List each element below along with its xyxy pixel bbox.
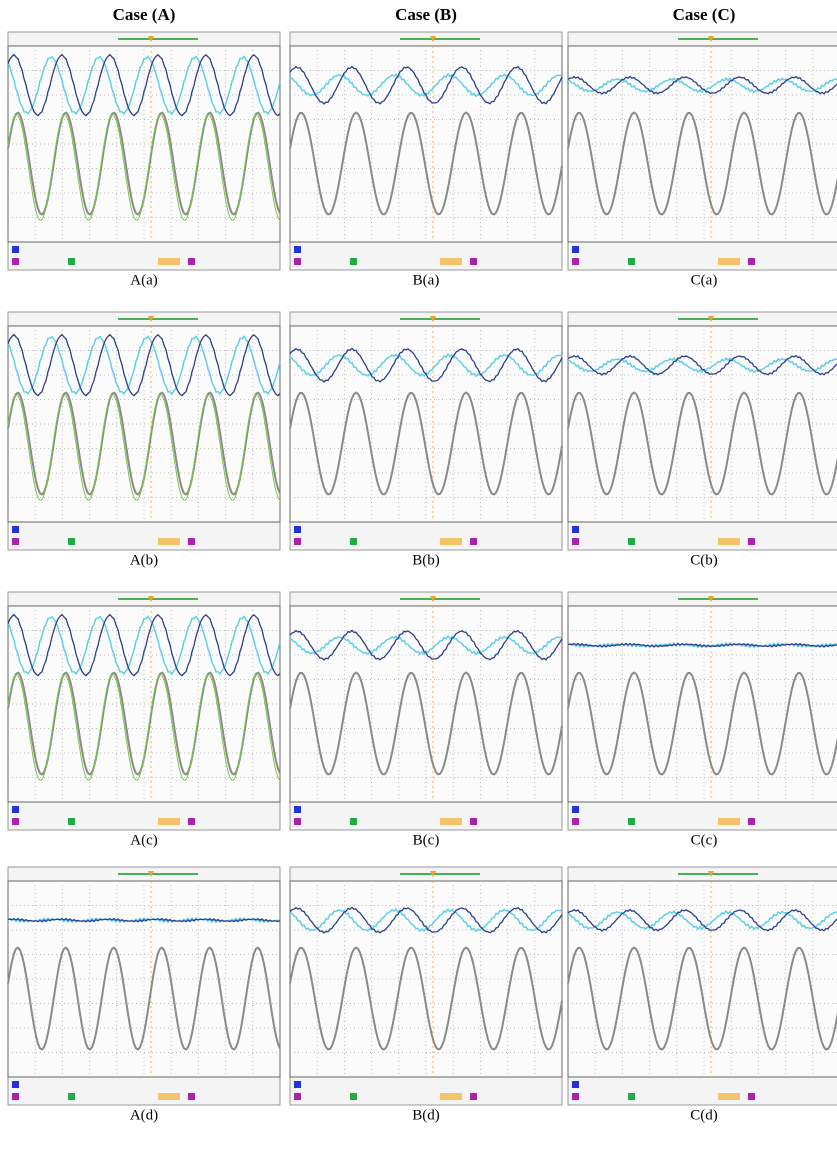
- channel-badge: [12, 246, 19, 253]
- channel-badge: [572, 538, 579, 545]
- panel-caption: C(b): [690, 552, 718, 568]
- figure: Case (A) Case (B) Case (C) A(a) B(a) C(a) A(b)…: [0, 0, 837, 1151]
- channel-badge: [628, 1093, 635, 1100]
- channel-badge: [350, 818, 357, 825]
- status-chip: [718, 258, 740, 265]
- channel-badge: [12, 538, 19, 545]
- channel-badge: [470, 258, 477, 265]
- scope-panel: C(d): [568, 867, 837, 1123]
- channel-badge: [294, 526, 301, 533]
- channel-badge: [188, 258, 195, 265]
- channel-badge: [572, 818, 579, 825]
- channel-badge: [572, 1093, 579, 1100]
- status-chip: [440, 538, 462, 545]
- status-chip: [158, 258, 180, 265]
- scope-panel: C(a): [568, 32, 837, 288]
- channel-badge: [12, 818, 19, 825]
- panel-caption: B(c): [413, 832, 440, 848]
- panel-caption: A(d): [130, 1107, 158, 1123]
- channel-badge: [188, 818, 195, 825]
- channel-badge: [350, 1093, 357, 1100]
- channel-badge: [470, 1093, 477, 1100]
- channel-badge: [188, 538, 195, 545]
- channel-badge: [628, 258, 635, 265]
- channel-badge: [470, 538, 477, 545]
- channel-badge: [68, 818, 75, 825]
- panel-caption: C(d): [690, 1107, 718, 1123]
- status-chip: [718, 1093, 740, 1100]
- status-chip: [440, 818, 462, 825]
- column-title: Case (B): [395, 5, 457, 24]
- channel-badge: [350, 258, 357, 265]
- channel-badge: [572, 258, 579, 265]
- channel-badge: [12, 258, 19, 265]
- channel-badge: [294, 1093, 301, 1100]
- panel-caption: B(b): [412, 552, 440, 568]
- channel-badge: [294, 1081, 301, 1088]
- panel-caption: B(a): [413, 272, 440, 288]
- channel-badge: [68, 258, 75, 265]
- channel-badge: [12, 806, 19, 813]
- status-chip: [440, 258, 462, 265]
- channel-badge: [470, 818, 477, 825]
- scope-panel: C(b): [568, 312, 837, 568]
- channel-badge: [350, 538, 357, 545]
- scope-panel: A(c): [8, 592, 280, 848]
- channel-badge: [628, 538, 635, 545]
- column-title: Case (A): [113, 5, 176, 24]
- channel-badge: [748, 538, 755, 545]
- page: Case (A) Case (B) Case (C) A(a) B(a) C(a) A(b)…: [0, 0, 837, 1151]
- channel-badge: [12, 1081, 19, 1088]
- panel-caption: A(b): [130, 552, 158, 568]
- channel-badge: [12, 1093, 19, 1100]
- channel-badge: [572, 246, 579, 253]
- channel-badge: [294, 818, 301, 825]
- channel-badge: [294, 806, 301, 813]
- status-chip: [158, 538, 180, 545]
- channel-badge: [12, 526, 19, 533]
- channel-badge: [294, 538, 301, 545]
- status-chip: [158, 818, 180, 825]
- panel-caption: C(a): [691, 272, 718, 288]
- channel-badge: [628, 818, 635, 825]
- channel-badge: [748, 258, 755, 265]
- scope-panel: B(a): [290, 32, 562, 288]
- channel-badge: [68, 538, 75, 545]
- channel-badge: [748, 1093, 755, 1100]
- panel-caption: A(a): [130, 272, 157, 288]
- scope-panel: B(c): [290, 592, 562, 848]
- channel-badge: [748, 818, 755, 825]
- status-chip: [158, 1093, 180, 1100]
- panel-caption: A(c): [130, 832, 157, 848]
- column-title: Case (C): [673, 5, 736, 24]
- channel-badge: [572, 806, 579, 813]
- scope-panel: B(d): [290, 867, 562, 1123]
- scope-panel: C(c): [568, 592, 837, 848]
- channel-badge: [572, 526, 579, 533]
- channel-badge: [572, 1081, 579, 1088]
- channel-badge: [188, 1093, 195, 1100]
- scope-panel: A(b): [8, 312, 280, 568]
- status-chip: [718, 818, 740, 825]
- panel-caption: B(d): [412, 1107, 440, 1123]
- panel-caption: C(c): [691, 832, 718, 848]
- scope-panel: B(b): [290, 312, 562, 568]
- status-chip: [440, 1093, 462, 1100]
- channel-badge: [294, 246, 301, 253]
- scope-panel: A(d): [8, 867, 280, 1123]
- status-chip: [718, 538, 740, 545]
- channel-badge: [294, 258, 301, 265]
- channel-badge: [68, 1093, 75, 1100]
- scope-panel: A(a): [8, 32, 280, 288]
